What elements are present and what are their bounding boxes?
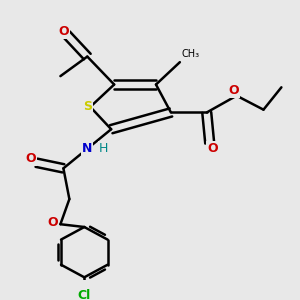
Text: CH₃: CH₃ — [182, 50, 200, 59]
Text: O: O — [228, 84, 239, 97]
Text: O: O — [207, 142, 218, 155]
Text: Cl: Cl — [78, 289, 91, 300]
Text: O: O — [58, 25, 69, 38]
Text: N: N — [82, 142, 92, 155]
Text: H: H — [99, 142, 108, 155]
Text: S: S — [83, 100, 92, 113]
Text: O: O — [48, 216, 58, 229]
Text: O: O — [25, 152, 36, 165]
